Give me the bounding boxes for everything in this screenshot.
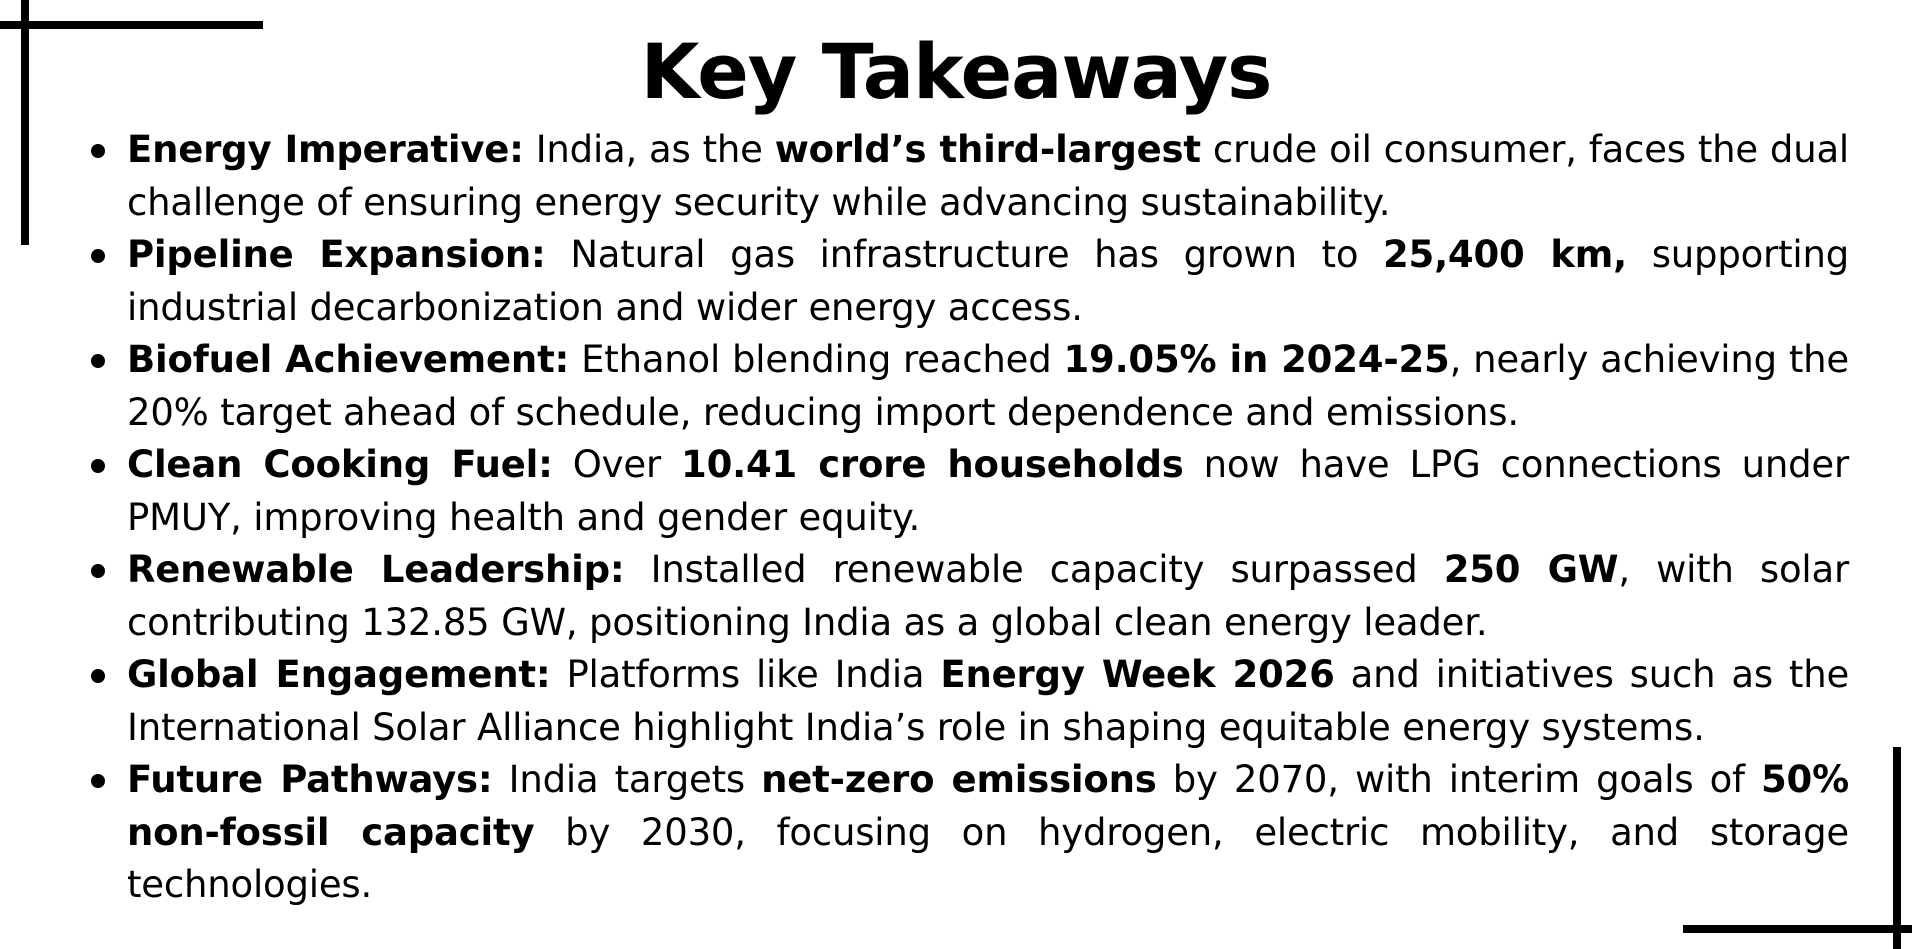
corner-decoration-top-left-vertical: [21, 0, 29, 245]
takeaway-highlight: 25,400 km,: [1382, 233, 1628, 276]
bullet-icon: [91, 249, 105, 263]
takeaway-highlight: world’s third-largest: [774, 128, 1201, 171]
takeaway-text: now have LPG connections under PMUY, imp…: [127, 443, 1850, 539]
takeaway-heading: Pipeline Expansion:: [127, 233, 546, 276]
takeaway-highlight: 250 GW: [1443, 548, 1619, 591]
takeaway-text: Ethanol blending reached: [569, 338, 1064, 381]
takeaway-text: and initiatives such as the Internationa…: [127, 653, 1850, 749]
takeaway-heading: Biofuel Achievement:: [127, 338, 570, 381]
takeaway-highlight: 50% non-fossil capacity: [127, 758, 1849, 854]
takeaways-list: Energy Imperative: India, as the world’s…: [91, 124, 1850, 912]
bullet-icon: [91, 564, 105, 578]
takeaway-heading: Renewable Leadership:: [127, 548, 625, 591]
bullet-icon: [91, 354, 105, 368]
corner-decoration-top-left-horizontal: [0, 21, 263, 29]
takeaway-text: supporting industrial decarbonization an…: [127, 233, 1849, 329]
takeaway-text: , nearly achieving the 20% target ahead …: [127, 338, 1849, 434]
page-title: Key Takeaways: [640, 27, 1273, 116]
takeaway-text: Platforms like India: [550, 653, 941, 696]
takeaway-highlight: 10.41 crore households: [681, 443, 1184, 486]
takeaway-text: India targets: [492, 758, 762, 801]
takeaway-heading: Global Engagement:: [127, 653, 551, 696]
takeaway-renewable-leadership: Renewable Leadership: Installed renewabl…: [91, 544, 1849, 649]
takeaway-heading: Energy Imperative:: [127, 128, 524, 171]
bullet-icon: [91, 774, 105, 788]
takeaway-energy-imperative: Energy Imperative: India, as the world’s…: [91, 124, 1850, 229]
takeaway-text: by 2070, with interim goals of: [1156, 758, 1762, 801]
takeaway-highlight: net-zero emissions: [761, 758, 1157, 801]
takeaway-highlight: Energy Week 2026: [940, 653, 1335, 696]
takeaway-highlight: 19.05% in 2024-25: [1063, 338, 1450, 381]
takeaway-future-pathways: Future Pathways: India targets net-zero …: [91, 754, 1849, 912]
takeaway-text: India, as the: [523, 128, 775, 171]
takeaway-global-engagement: Global Engagement: Platforms like India …: [91, 649, 1850, 754]
bullet-icon: [91, 669, 105, 683]
takeaway-text: Installed renewable capacity surpassed: [624, 548, 1444, 591]
takeaway-text: crude oil consumer, faces the dual chall…: [127, 128, 1850, 224]
takeaway-text: , with solar contributing 132.85 GW, pos…: [127, 548, 1849, 644]
takeaway-text: Natural gas infrastructure has grown to: [545, 233, 1383, 276]
corner-decoration-bottom-right-horizontal: [1683, 925, 1912, 933]
corner-decoration-bottom-right-vertical: [1893, 747, 1901, 949]
takeaway-pipeline-expansion: Pipeline Expansion: Natural gas infrastr…: [91, 229, 1849, 334]
bullet-icon: [91, 459, 105, 473]
takeaway-heading: Future Pathways:: [127, 758, 493, 801]
takeaway-heading: Clean Cooking Fuel:: [127, 443, 553, 486]
takeaway-text: Over: [552, 443, 682, 486]
takeaway-text: by 2030, focusing on hydrogen, electric …: [127, 810, 1849, 907]
bullet-icon: [91, 144, 105, 158]
takeaway-biofuel-achievement: Biofuel Achievement: Ethanol blending re…: [91, 334, 1849, 439]
takeaway-clean-cooking-fuel: Clean Cooking Fuel: Over 10.41 crore hou…: [91, 439, 1850, 544]
